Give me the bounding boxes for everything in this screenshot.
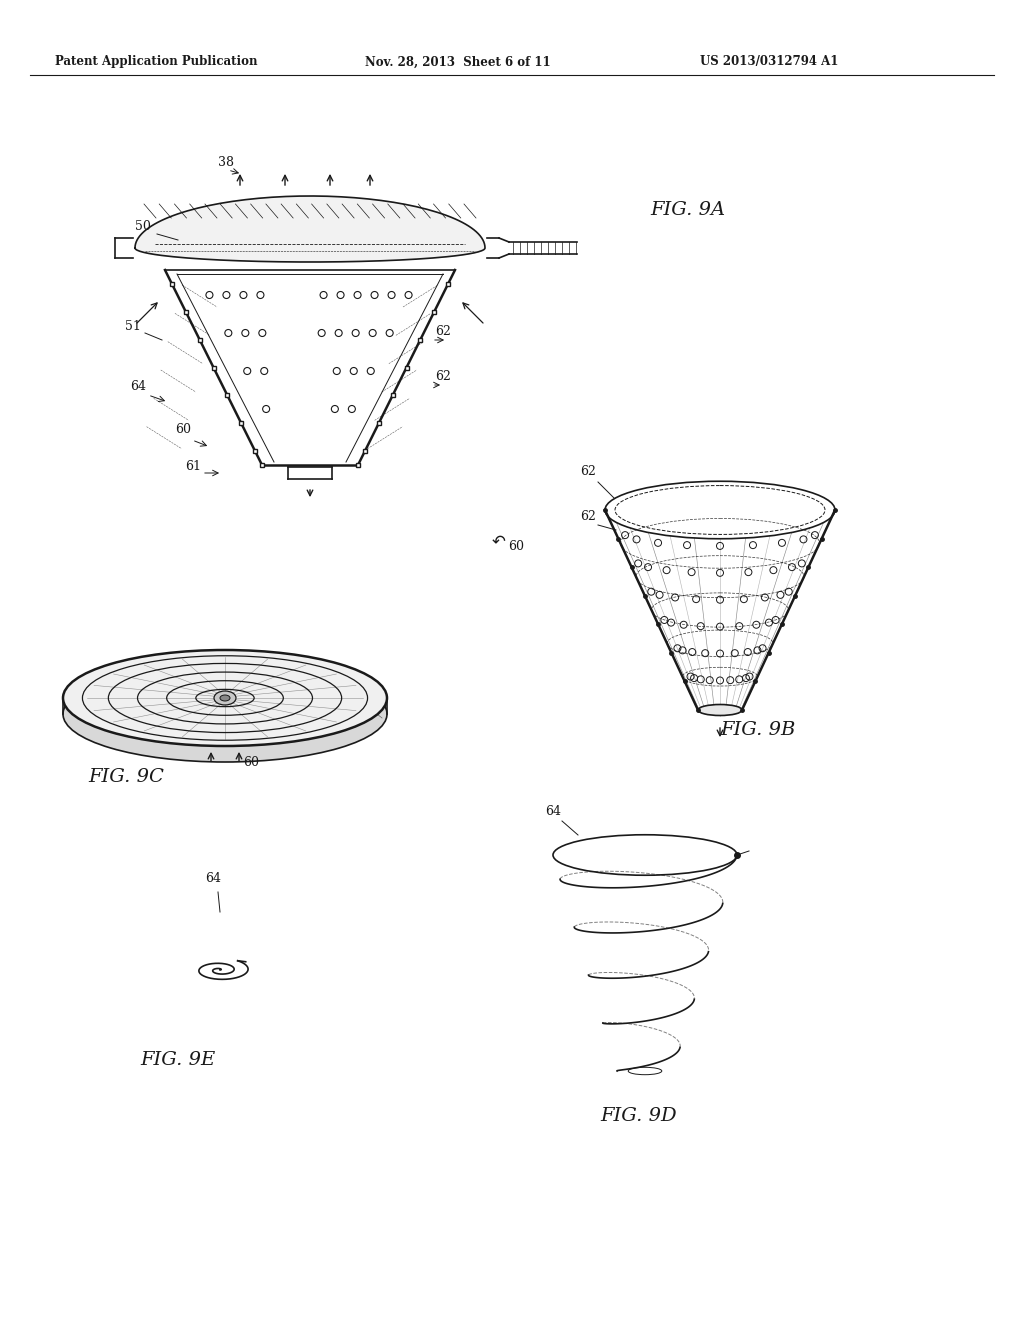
Ellipse shape <box>698 705 742 715</box>
Text: FIG. 9A: FIG. 9A <box>650 201 725 219</box>
Text: 38: 38 <box>218 156 234 169</box>
Ellipse shape <box>63 667 387 762</box>
Text: FIG. 9B: FIG. 9B <box>720 721 796 739</box>
Text: 50: 50 <box>135 220 151 234</box>
Text: 60: 60 <box>243 756 259 770</box>
Text: 64: 64 <box>205 873 221 884</box>
Text: 60: 60 <box>508 540 524 553</box>
Ellipse shape <box>63 649 387 746</box>
Ellipse shape <box>214 690 236 705</box>
Polygon shape <box>135 195 485 261</box>
Text: 64: 64 <box>545 805 561 818</box>
Text: 51: 51 <box>125 319 141 333</box>
Text: FIG. 9C: FIG. 9C <box>88 768 164 785</box>
Text: 61: 61 <box>185 459 201 473</box>
Text: 62: 62 <box>580 465 596 478</box>
Text: US 2013/0312794 A1: US 2013/0312794 A1 <box>700 55 839 69</box>
Text: FIG. 9D: FIG. 9D <box>600 1107 677 1125</box>
Text: Nov. 28, 2013  Sheet 6 of 11: Nov. 28, 2013 Sheet 6 of 11 <box>365 55 551 69</box>
Text: 62: 62 <box>435 325 451 338</box>
Text: 60: 60 <box>175 422 191 436</box>
Text: $\curvearrowleft$: $\curvearrowleft$ <box>488 531 507 549</box>
Text: Patent Application Publication: Patent Application Publication <box>55 55 257 69</box>
Text: 64: 64 <box>130 380 146 393</box>
Text: FIG. 9E: FIG. 9E <box>140 1051 215 1069</box>
Text: 62: 62 <box>435 370 451 383</box>
Ellipse shape <box>220 696 230 701</box>
Text: 62: 62 <box>580 510 596 523</box>
